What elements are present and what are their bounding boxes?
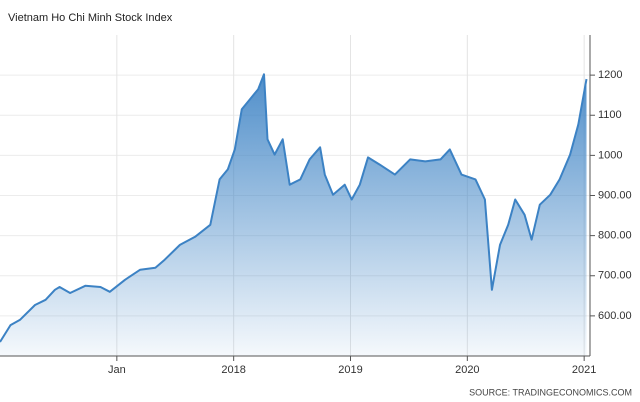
y-tick-label: 800.00 xyxy=(598,230,632,242)
area xyxy=(0,74,587,357)
x-tick-label: 2019 xyxy=(338,364,362,376)
y-tick-label: 900.00 xyxy=(598,189,632,201)
y-tick-label: 1200 xyxy=(598,69,622,81)
y-tick-label: 600.00 xyxy=(598,310,632,322)
x-tick-label: 2018 xyxy=(221,364,245,376)
y-tick-label: 1100 xyxy=(598,109,622,121)
chart-title: Vietnam Ho Chi Minh Stock Index xyxy=(8,12,173,24)
line xyxy=(0,73,588,343)
x-tick-label: Jan xyxy=(108,364,126,376)
x-tick-label: 2021 xyxy=(572,364,596,376)
x-tick-label: 2020 xyxy=(455,364,479,376)
y-tick-label: 700.00 xyxy=(598,270,632,282)
source: SOURCE: TRADINGECONOMICS.COM xyxy=(469,387,632,397)
y-tick-label: 1000 xyxy=(598,149,622,161)
